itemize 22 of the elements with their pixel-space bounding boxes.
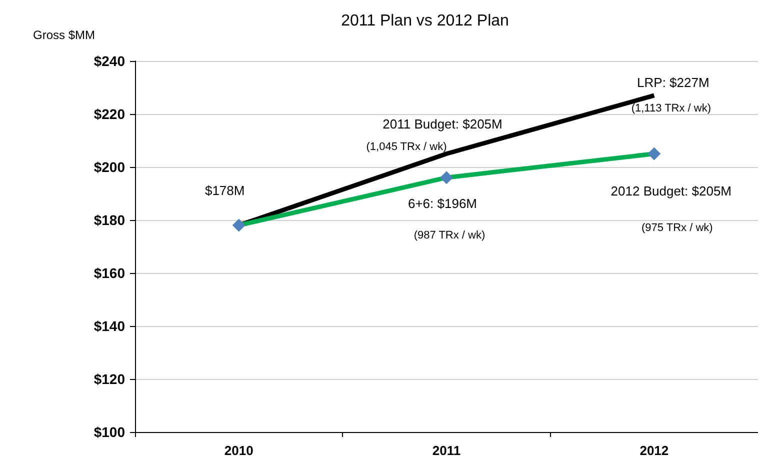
x-tick-label: 2012 (640, 443, 669, 458)
y-tick-label: $180 (94, 212, 126, 228)
annotation: (987 TRx / wk) (414, 230, 486, 242)
annotation: (975 TRx / wk) (642, 222, 713, 234)
annotation: LRP: $227M (637, 74, 710, 90)
annotation: 2011 Budget: $205M (382, 116, 502, 132)
y-tick-label: $100 (94, 424, 126, 440)
annotation: (1,113 TRx / wk) (631, 102, 712, 114)
y-axis-title: Gross $MM (32, 28, 95, 42)
x-tick-label: 2011 (432, 443, 461, 458)
annotation: $178M (204, 182, 245, 198)
annotation: 2012 Budget: $205M (610, 183, 732, 198)
y-tick-label: $160 (94, 265, 126, 281)
x-tick-label: 2010 (224, 443, 254, 458)
annotation: (1,045 TRx / wk) (366, 140, 447, 153)
annotation: 6+6: $196M (408, 196, 478, 212)
y-tick-label: $240 (94, 53, 126, 69)
chart-title: 2011 Plan vs 2012 Plan (341, 12, 509, 30)
y-tick-label: $140 (94, 318, 126, 334)
y-tick-label: $120 (94, 371, 126, 387)
y-tick-label: $200 (94, 159, 126, 175)
y-tick-label: $220 (94, 106, 126, 122)
